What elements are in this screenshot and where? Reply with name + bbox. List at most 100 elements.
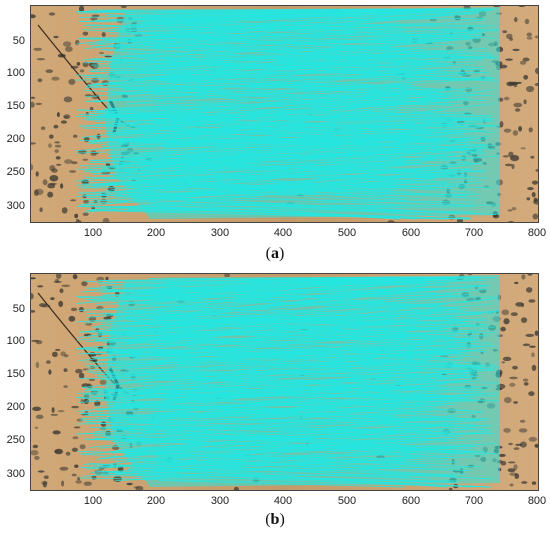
stone [88,378,95,382]
stone [509,382,516,387]
match-line [88,91,412,102]
match-line [143,21,394,36]
stone [79,69,85,73]
stone [529,345,536,348]
stone [37,470,45,473]
stone [503,96,510,101]
stone [512,130,519,136]
match-line [158,49,418,81]
match-line [85,334,408,342]
match-line [162,138,472,147]
match-line [169,153,485,162]
stone [47,183,56,189]
stone [532,213,539,220]
stone [75,39,80,46]
stone [504,163,513,167]
stone [75,368,83,374]
stone [100,421,107,427]
stone [126,482,133,486]
match-line [145,308,452,332]
stone [522,378,529,382]
match-line [164,62,452,80]
match-line [82,127,393,146]
match-line [96,111,400,136]
match-lines-layer [75,7,500,220]
stone [64,354,69,358]
match-line [133,36,437,43]
match-line [86,287,441,315]
match-line [168,285,427,321]
match-line [130,39,430,43]
stone [54,144,62,148]
match-line [157,335,488,353]
match-line [78,374,474,380]
match-line [137,381,452,418]
match-line [140,99,413,129]
stone [54,141,60,144]
match-line [104,170,448,180]
match-line [133,318,491,344]
stone [42,481,47,488]
match-line [108,55,437,65]
match-line [130,474,459,477]
match-line [90,149,418,174]
match-line [156,308,460,319]
match-line [123,73,470,117]
match-line [76,11,422,45]
stone [35,340,43,345]
stone [42,179,48,186]
y-tick-label: 150 [6,100,25,112]
match-line [116,316,496,328]
stone [61,480,65,487]
match-line [143,139,446,154]
stone [53,124,59,129]
match-line [77,375,479,404]
stone [101,32,106,37]
stone [34,455,40,460]
match-line [141,419,397,431]
match-line [86,409,436,422]
stone [60,183,64,189]
match-line [141,276,421,291]
stone [54,448,63,455]
stone [518,126,522,132]
match-line [144,461,408,479]
stone [36,58,46,61]
match-line [78,114,399,124]
match-line [140,32,453,58]
match-line [162,124,464,133]
match-line [125,93,429,105]
plot-frame [30,5,539,223]
stone [60,351,66,357]
stone [91,78,99,84]
stone [526,32,532,37]
stone [528,391,535,397]
stone [30,101,35,108]
stone [49,134,54,139]
match-line [88,8,409,11]
stone [76,62,81,66]
stone [456,218,464,223]
stone [135,485,144,491]
stone [71,405,79,409]
y-tick-label: 250 [6,434,25,446]
match-line [108,8,406,17]
stone [71,161,78,165]
match-line [115,332,446,335]
stone [30,310,36,313]
match-line [90,43,417,69]
stone [95,328,100,332]
match-line [136,114,413,121]
stone [513,102,523,108]
stone [498,453,506,457]
stone [48,369,52,375]
stone [47,191,54,198]
stone [34,188,44,196]
stone [515,81,522,84]
stone [51,407,55,413]
y-tick-label: 50 [12,303,25,315]
stone [55,348,61,351]
stone [499,64,508,69]
stone [83,199,90,204]
stone [39,207,43,212]
